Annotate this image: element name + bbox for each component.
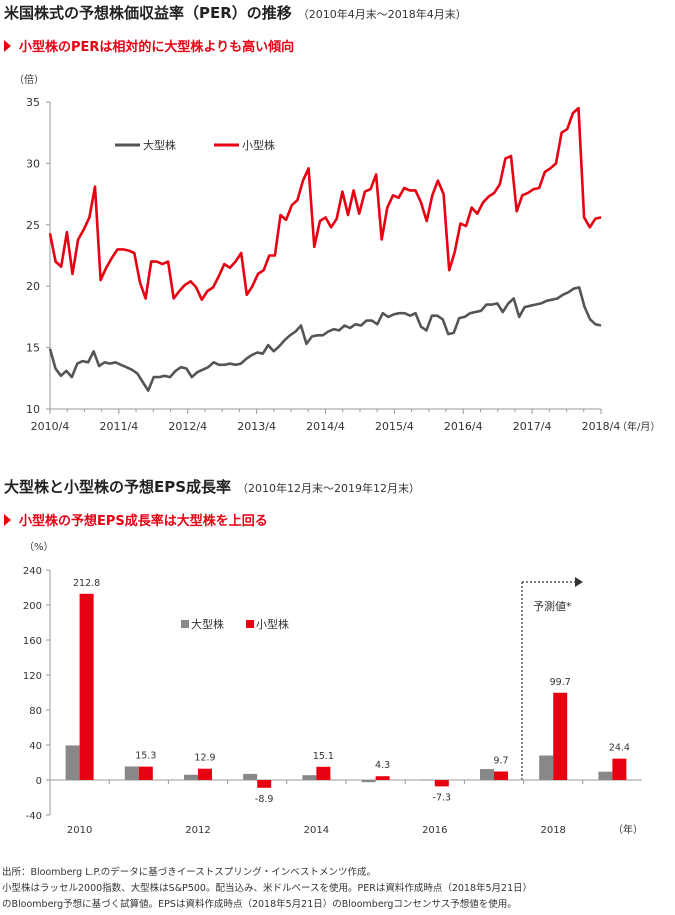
chart1-x-tick-label: 2015/4 [375,420,414,433]
chart2-title: 大型株と小型株の予想EPS成長率 （2010年12月末～2019年12月末） [4,476,420,497]
chart1-title: 米国株式の予想株価収益率（PER）の推移 （2010年4月末～2018年4月末） [4,2,467,23]
chart2-y-tick-label: 40 [29,741,42,752]
bar-data-label: 9.7 [493,756,508,767]
chart2-x-tick-label: 2012 [185,825,210,836]
footnotes: 出所：Bloomberg L.P.のデータに基づきイーストスプリング・インベスト… [2,865,532,913]
chart1-x-tick-label: 2017/4 [513,420,552,433]
per-line-chart: （倍） （年/月） 大型株 小型株 10 15 20 25 30 35 2010/4 2011… [14,73,660,433]
chart1-title-text: 米国株式の予想株価収益率（PER）の推移 [4,4,292,22]
footnote-source: 出所：Bloomberg L.P.のデータに基づきイーストスプリング・インベスト… [2,867,376,878]
chart1-x-tick-label: 2016/4 [444,420,483,433]
bar-small-cap [79,593,94,780]
bar-large-cap [243,773,258,780]
bar-large-cap [65,745,80,780]
chart1-period: （2010年4月末～2018年4月末） [297,8,467,21]
chart1-subtitle: 小型株のPERは相対的に大型株よりも高い傾向 [4,36,294,55]
chart2-subtitle: 小型株の予想EPS成長率は大型株を上回る [4,510,268,529]
forecast-arrowhead-icon [575,577,583,587]
bar-data-label: 212.8 [73,578,100,589]
chart1-x-tick-label: 2013/4 [237,420,276,433]
bar-small-cap [553,692,568,780]
chart1-x-tick-label: 2012/4 [168,420,207,433]
bar-small-cap [257,780,272,788]
bar-small-cap [434,780,449,787]
bar-data-label: -7.3 [433,792,452,803]
chart1-y-tick-label: 35 [26,96,40,109]
chart1-y-tick-label: 25 [26,219,40,232]
footnote-estimates: のBloomberg予想に基づく試算値。EPSは資料作成時点（2018年5月21… [2,899,517,910]
bar-large-cap [539,755,554,780]
bar-data-label: 15.1 [313,751,334,762]
bar-data-label: 4.3 [375,760,390,771]
chart2-legend: 大型株 小型株 [181,617,289,631]
bar-small-cap [375,776,390,780]
bar-small-cap [612,758,627,780]
legend-large-swatch [181,620,189,628]
bar-large-cap [361,780,376,783]
legend-large-label: 大型株 [143,138,176,152]
chart2-y-tick-label: 200 [23,601,42,612]
chart2-x-tick-label: 2018 [540,825,565,836]
bar-small-cap [138,766,153,780]
chart2-y-tick-label: -40 [26,811,42,822]
bar-data-label: 12.9 [194,753,215,764]
bar-data-label: 99.7 [550,677,571,688]
red-arrow-icon [4,514,11,526]
chart2-x-unit: （年） [613,823,643,836]
bar-data-label: 15.3 [135,751,156,762]
chart2-x-tick-label: 2016 [422,825,447,836]
bar-small-cap [316,766,331,780]
bar-small-cap [198,768,212,780]
legend-small-swatch [246,620,254,628]
chart2-x-tick-label: 2014 [304,825,329,836]
chart2-y-unit: （%） [24,541,54,553]
bar-large-cap [598,771,613,780]
chart1-x-tick-label: 2018/4 [582,420,621,433]
chart1-x-tick-label: 2011/4 [100,420,139,433]
forecast-label: 予測値* [533,599,572,613]
chart1-x-unit: （年/月） [617,420,660,433]
series-line-small-cap [48,106,602,302]
legend-large-label: 大型株 [191,617,224,631]
chart2-y-tick-label: 120 [23,671,42,682]
red-arrow-icon [4,40,11,52]
chart2-x-tick-label: 2010 [67,825,92,836]
chart1-x-tick-label: 2014/4 [306,420,345,433]
bar-large-cap [184,774,198,780]
chart2-subtitle-text: 小型株の予想EPS成長率は大型株を上回る [19,514,268,529]
series-line-large-cap [48,286,602,392]
chart1-y-unit: （倍） [14,73,44,86]
chart1-y-tick-label: 15 [26,342,40,355]
chart2-y-tick-label: 0 [36,776,42,787]
chart2-period: （2010年12月末～2019年12月末） [237,482,421,495]
legend-small-label: 小型株 [256,617,289,631]
bar-small-cap [494,771,508,780]
chart1-x-tick-label: 2010/4 [31,420,70,433]
bar-large-cap [480,769,494,780]
bar-large-cap [420,779,435,781]
chart2-title-text: 大型株と小型株の予想EPS成長率 [4,478,232,496]
bar-data-label: 24.4 [609,743,630,754]
eps-bar-chart: （%） （年） 大型株 小型株 予測値* -40 0 40 80 120 160 200 24… [23,541,643,836]
chart1-legend: 大型株 小型株 [115,138,275,152]
chart1-y-tick-label: 30 [26,157,40,170]
chart2-y-tick-label: 80 [29,706,42,717]
bar-data-label: -8.9 [255,794,274,805]
chart1-y-tick-label: 10 [26,403,40,416]
chart1-subtitle-text: 小型株のPERは相対的に大型株よりも高い傾向 [19,40,295,55]
forecast-marker: 予測値* [521,577,583,780]
bar-large-cap [302,775,317,780]
legend-small-label: 小型株 [242,138,275,152]
bar-large-cap [124,766,139,780]
chart2-y-tick-label: 240 [23,566,42,577]
footnote-definitions: 小型株はラッセル2000指数、大型株はS&P500。配当込み、米ドルベースを使用… [2,883,533,894]
chart2-y-tick-label: 160 [23,636,42,647]
chart1-y-tick-label: 20 [26,280,40,293]
